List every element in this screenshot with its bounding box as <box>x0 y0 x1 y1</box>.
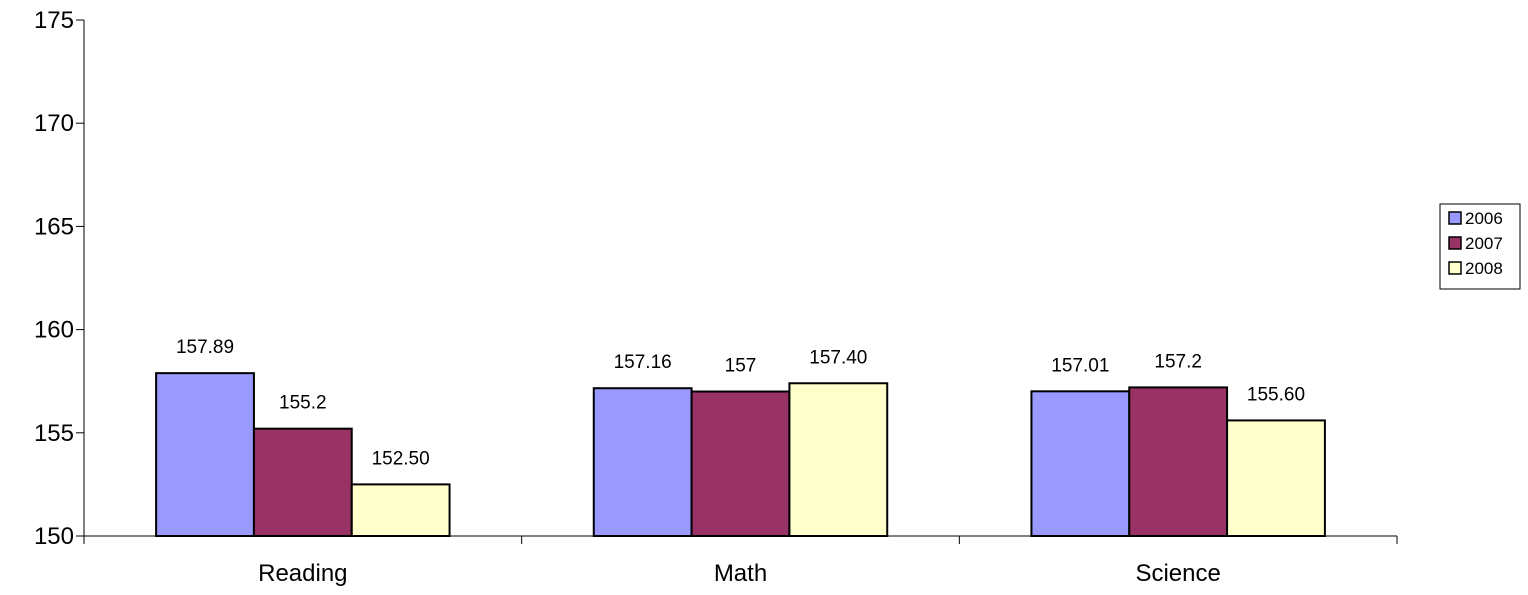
legend-label: 2006 <box>1465 209 1503 228</box>
data-label: 155.2 <box>279 393 327 414</box>
x-axis: Reading Math Science <box>83 535 1398 587</box>
legend: 2006 2007 2008 <box>1439 203 1521 290</box>
x-category-label: Science <box>1135 560 1220 587</box>
bar <box>1128 386 1229 537</box>
y-axis: 150 155 160 165 170 175 <box>34 7 85 550</box>
bar <box>350 483 451 537</box>
legend-label: 2007 <box>1465 234 1503 253</box>
y-tick-label: 170 <box>34 110 74 137</box>
data-label: 155.60 <box>1247 384 1305 405</box>
data-label: 157.16 <box>614 352 672 373</box>
data-label: 157.01 <box>1051 355 1109 376</box>
data-label: 152.50 <box>372 448 430 469</box>
data-label: 157.40 <box>809 347 867 368</box>
legend-swatch <box>1448 211 1462 225</box>
legend-label: 2008 <box>1465 259 1503 278</box>
bar <box>1226 419 1326 537</box>
y-tick-label: 165 <box>34 213 74 240</box>
data-labels: 157.89 157.16 157.01 155.2 157 157.2 152.50 157… <box>176 337 1305 469</box>
y-tick-label: 175 <box>34 7 74 34</box>
data-label: 157.2 <box>1154 351 1202 372</box>
legend-swatch <box>1448 236 1462 250</box>
y-tick-label: 150 <box>34 523 74 550</box>
bar <box>788 382 889 537</box>
legend-swatch <box>1448 261 1462 275</box>
bar <box>252 427 353 537</box>
x-category-label: Math <box>714 560 767 587</box>
x-category-label: Reading <box>258 560 347 587</box>
bar <box>592 387 693 537</box>
bars <box>155 372 1326 537</box>
data-label: 157.89 <box>176 337 234 358</box>
y-tick-label: 155 <box>34 420 74 447</box>
bar <box>155 372 255 537</box>
bar <box>690 390 791 537</box>
y-tick-label: 160 <box>34 317 74 344</box>
data-label: 157 <box>725 356 757 377</box>
bar <box>1030 390 1131 537</box>
